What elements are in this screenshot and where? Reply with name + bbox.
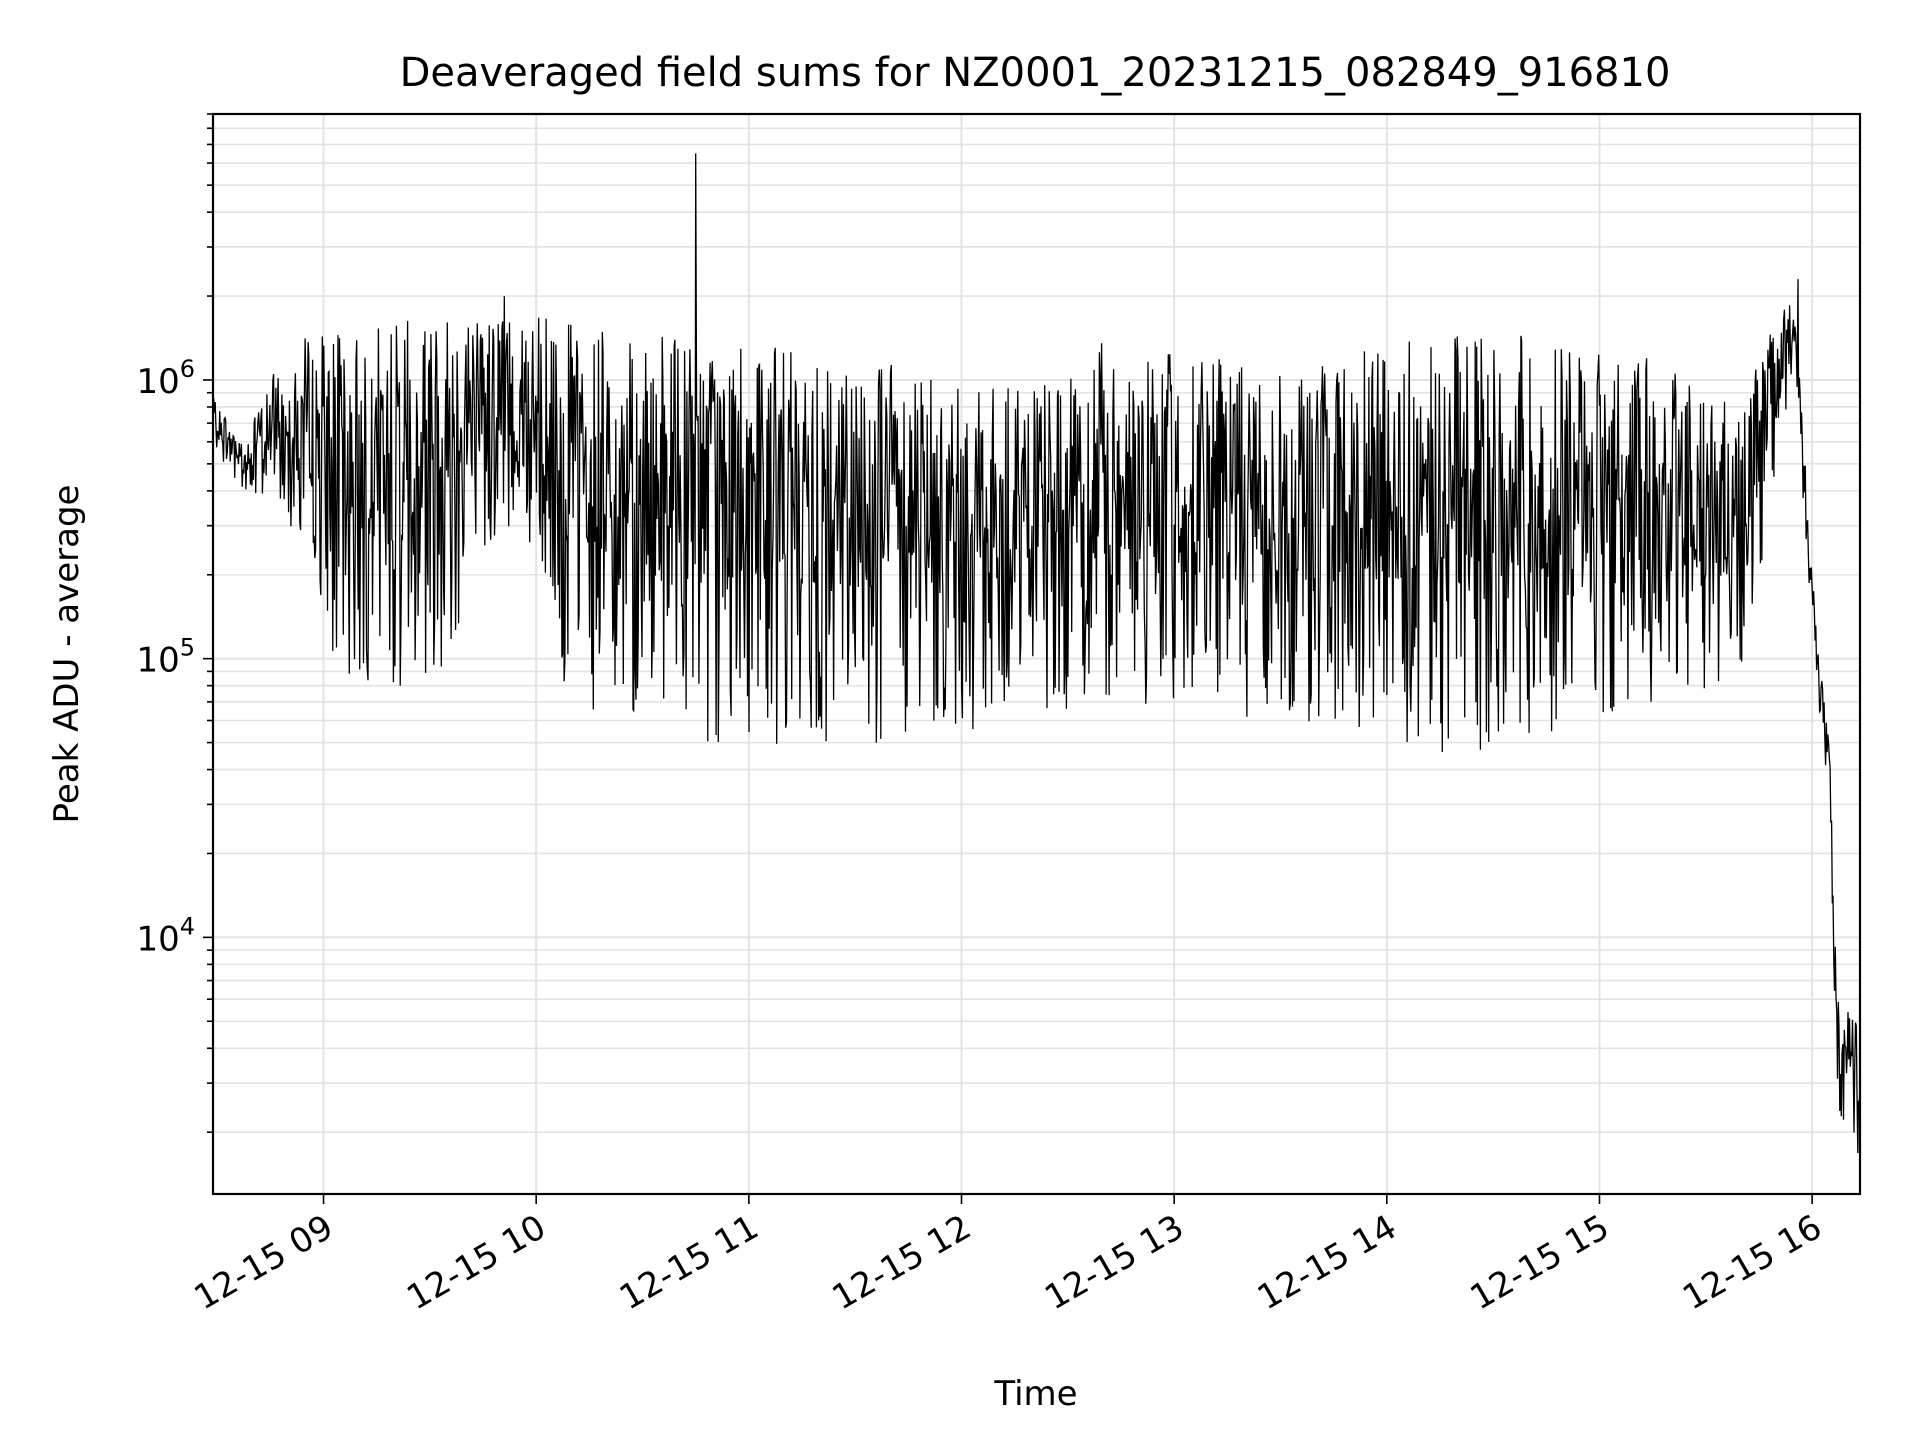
y-tick-label: 106 (136, 355, 195, 402)
y-tick-label: 104 (136, 912, 195, 959)
series-path (212, 153, 1861, 1154)
y-axis: 104 105 106 (136, 113, 213, 1133)
chart-title: Deaveraged field sums for NZ0001_2023121… (400, 50, 1671, 96)
y-axis-label: Peak ADU - average (47, 485, 87, 824)
plot-frame (211, 112, 1862, 1196)
x-axis-label: Time (993, 1374, 1077, 1414)
series-line (212, 153, 1861, 1154)
y-tick-label: 105 (136, 634, 195, 681)
